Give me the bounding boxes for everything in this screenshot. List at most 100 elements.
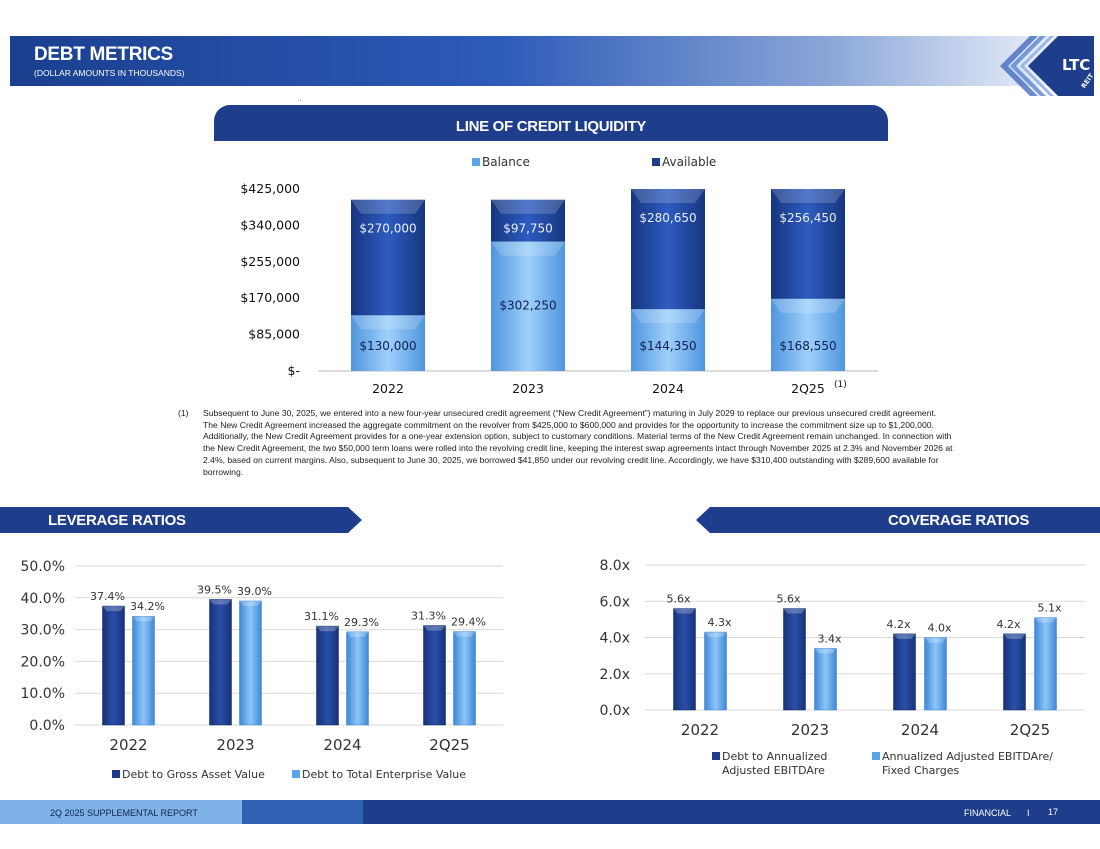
bar-bevel [924, 637, 947, 643]
bar-bevel [893, 633, 916, 639]
x-tick-label: 2Q25 [1010, 721, 1050, 739]
bar-bevel [102, 606, 125, 612]
bar-series-2 [924, 637, 947, 711]
data-label-series-2: 29.3% [344, 616, 379, 629]
bar-series-2 [814, 648, 837, 711]
bar-series-1 [316, 625, 339, 726]
data-label-balance: $168,550 [779, 339, 836, 353]
bar-bevel [771, 298, 845, 313]
y-tick-label: 0.0x [599, 703, 630, 719]
x-tick-label: 2Q25 [791, 381, 825, 396]
bar-bevel [346, 631, 369, 637]
bar-series-2 [346, 631, 369, 726]
x-tick-label: 2Q25 [429, 736, 469, 754]
footer-band [0, 800, 1100, 824]
bar-series-2 [239, 600, 262, 726]
y-tick-label: 20.0% [21, 654, 65, 670]
y-tick-label: $340,000 [240, 217, 300, 232]
bar-bevel [491, 199, 565, 214]
bar-bevel [814, 648, 837, 654]
bar-bevel [491, 241, 565, 256]
data-label-series-1: 4.2x [886, 618, 910, 631]
bar-series-2 [1034, 617, 1057, 711]
bar-series-1 [102, 605, 125, 726]
legend-swatch [712, 752, 720, 760]
data-label-series-1: 39.5% [197, 583, 232, 596]
page-number: 17 [1048, 807, 1059, 817]
bar-series-2 [132, 615, 155, 726]
x-tick-label: 2022 [681, 721, 719, 739]
x-tick-label: 2023 [791, 721, 829, 739]
bar-series-1 [209, 599, 232, 726]
legend-label-line: Debt to Annualized [722, 750, 827, 763]
leverage-banner [0, 507, 362, 533]
data-label-available: $280,650 [639, 211, 696, 225]
bar-available [771, 189, 845, 299]
bar-balance [491, 241, 565, 371]
leverage-title: LEVERAGE RATIOS [48, 512, 186, 529]
x-tick-label: 2022 [372, 381, 404, 396]
y-tick-label: 2.0x [599, 667, 630, 683]
ltc-logo: LTC REIT [1000, 36, 1096, 96]
x-tick-note: (1) [834, 380, 847, 390]
bar-series-1 [673, 608, 696, 711]
bar-balance [771, 298, 845, 371]
bar-balance [631, 309, 705, 371]
bar-bevel [673, 608, 696, 614]
decorative-dot [300, 100, 301, 101]
legend-swatch-balance [472, 158, 480, 166]
x-tick-label: 2022 [109, 736, 147, 754]
bar-bevel [771, 189, 845, 203]
data-label-series-1: 5.6x [666, 593, 690, 606]
loc-title: LINE OF CREDIT LIQUIDITY [455, 118, 647, 135]
legend-label-available: Available [662, 155, 716, 169]
bar-bevel [423, 625, 446, 631]
bar-available [351, 199, 425, 316]
y-tick-label: 10.0% [21, 686, 65, 702]
bar-available [491, 199, 565, 242]
bar-balance [351, 315, 425, 371]
data-label-series-2: 39.0% [237, 585, 272, 598]
x-tick-label: 2024 [323, 736, 361, 754]
bar-bevel [704, 632, 727, 638]
bar-bevel [783, 608, 806, 614]
data-label-balance: $302,250 [499, 299, 556, 313]
legend-label-line: Adjusted EBITDAre [722, 764, 825, 777]
legend-label-balance: Balance [482, 155, 530, 169]
x-tick-label: 2023 [216, 736, 254, 754]
data-label-balance: $130,000 [359, 339, 416, 353]
x-tick-label: 2023 [512, 381, 544, 396]
bar-bevel [1034, 617, 1057, 623]
bar-series-1 [423, 625, 446, 726]
data-label-available: $97,750 [503, 222, 553, 236]
legend-label-line: Annualized Adjusted EBITDAre/ [882, 750, 1053, 763]
bar-series-2 [453, 631, 476, 726]
data-label-series-1: 31.1% [304, 610, 339, 623]
bar-series-1 [783, 608, 806, 711]
bar-bevel [351, 199, 425, 214]
data-label-series-2: 4.0x [927, 622, 951, 635]
legend-label-gross-asset: Debt to Gross Asset Value [122, 768, 265, 781]
footer-report-name: 2Q 2025 SUPPLEMENTAL REPORT [50, 808, 198, 818]
y-tick-label: $- [288, 363, 300, 378]
y-tick-label: 6.0x [599, 594, 630, 610]
bar-bevel [453, 631, 476, 637]
bar-bevel [316, 626, 339, 632]
bar-bevel [631, 189, 705, 203]
bar-available [631, 189, 705, 310]
data-label-series-1: 5.6x [776, 593, 800, 606]
coverage-title: COVERAGE RATIOS [888, 512, 1030, 529]
data-label-available: $256,450 [779, 211, 836, 225]
y-tick-label: 8.0x [599, 558, 630, 574]
y-tick-label: 50.0% [21, 559, 65, 575]
y-tick-label: 30.0% [21, 623, 65, 639]
bar-bevel [1003, 633, 1026, 639]
legend-swatch [872, 752, 880, 760]
legend-swatch [292, 770, 300, 778]
data-label-series-2: 34.2% [130, 600, 165, 613]
y-tick-label: 4.0x [599, 631, 630, 647]
legend-swatch-available [652, 158, 660, 166]
logo-text: LTC [1062, 56, 1090, 74]
data-label-series-1: 4.2x [996, 618, 1020, 631]
data-label-series-2: 4.3x [707, 616, 731, 629]
